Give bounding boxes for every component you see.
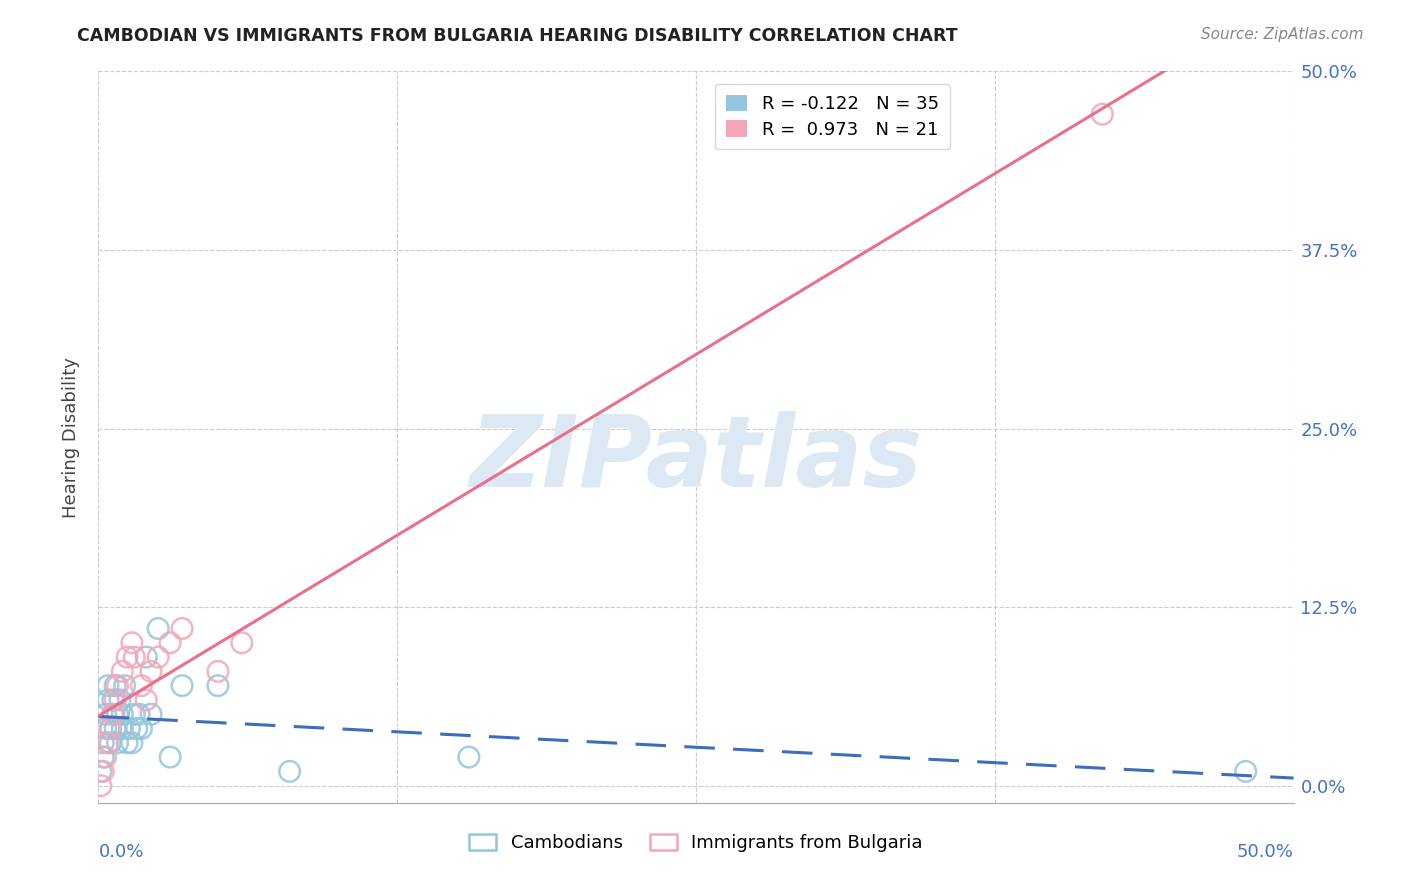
- Point: [97, 736, 120, 750]
- Point: [172, 679, 194, 693]
- Point: [98, 722, 122, 736]
- Point: [115, 650, 138, 665]
- Point: [118, 722, 141, 736]
- Point: [107, 679, 129, 693]
- Point: [124, 707, 146, 722]
- Point: [90, 764, 112, 779]
- Point: [91, 764, 114, 779]
- Point: [107, 707, 129, 722]
- Point: [1234, 764, 1257, 779]
- Point: [207, 679, 229, 693]
- Y-axis label: Hearing Disability: Hearing Disability: [62, 357, 80, 517]
- Point: [148, 622, 170, 636]
- Point: [101, 707, 124, 722]
- Point: [135, 693, 157, 707]
- Point: [148, 650, 170, 665]
- Point: [207, 665, 229, 679]
- Text: 0.0%: 0.0%: [98, 843, 143, 861]
- Text: Source: ZipAtlas.com: Source: ZipAtlas.com: [1201, 27, 1364, 42]
- Point: [1091, 107, 1114, 121]
- Point: [111, 665, 134, 679]
- Point: [97, 679, 120, 693]
- Point: [124, 650, 146, 665]
- Point: [172, 622, 194, 636]
- Point: [131, 722, 153, 736]
- Point: [104, 679, 127, 693]
- Point: [139, 707, 162, 722]
- Point: [121, 636, 143, 650]
- Text: ZIPatlas: ZIPatlas: [470, 410, 922, 508]
- Point: [125, 722, 148, 736]
- Point: [139, 665, 162, 679]
- Point: [98, 722, 122, 736]
- Point: [104, 693, 127, 707]
- Point: [111, 707, 134, 722]
- Point: [101, 693, 124, 707]
- Point: [115, 736, 138, 750]
- Point: [90, 779, 112, 793]
- Point: [278, 764, 301, 779]
- Point: [104, 722, 127, 736]
- Point: [108, 693, 131, 707]
- Text: CAMBODIAN VS IMMIGRANTS FROM BULGARIA HEARING DISABILITY CORRELATION CHART: CAMBODIAN VS IMMIGRANTS FROM BULGARIA HE…: [77, 27, 957, 45]
- Point: [94, 707, 117, 722]
- Point: [121, 736, 143, 750]
- Point: [159, 750, 181, 764]
- Point: [231, 636, 253, 650]
- Point: [107, 736, 129, 750]
- Point: [114, 679, 136, 693]
- Point: [98, 736, 122, 750]
- Point: [94, 722, 117, 736]
- Point: [91, 750, 114, 764]
- Point: [128, 707, 150, 722]
- Point: [101, 707, 124, 722]
- Point: [97, 693, 120, 707]
- Point: [91, 736, 114, 750]
- Point: [111, 722, 134, 736]
- Point: [94, 750, 117, 764]
- Point: [135, 650, 157, 665]
- Legend: R = -0.122   N = 35, R =  0.973   N = 21: R = -0.122 N = 35, R = 0.973 N = 21: [716, 84, 950, 150]
- Text: 50.0%: 50.0%: [1237, 843, 1294, 861]
- Point: [458, 750, 481, 764]
- Point: [131, 679, 153, 693]
- Point: [159, 636, 181, 650]
